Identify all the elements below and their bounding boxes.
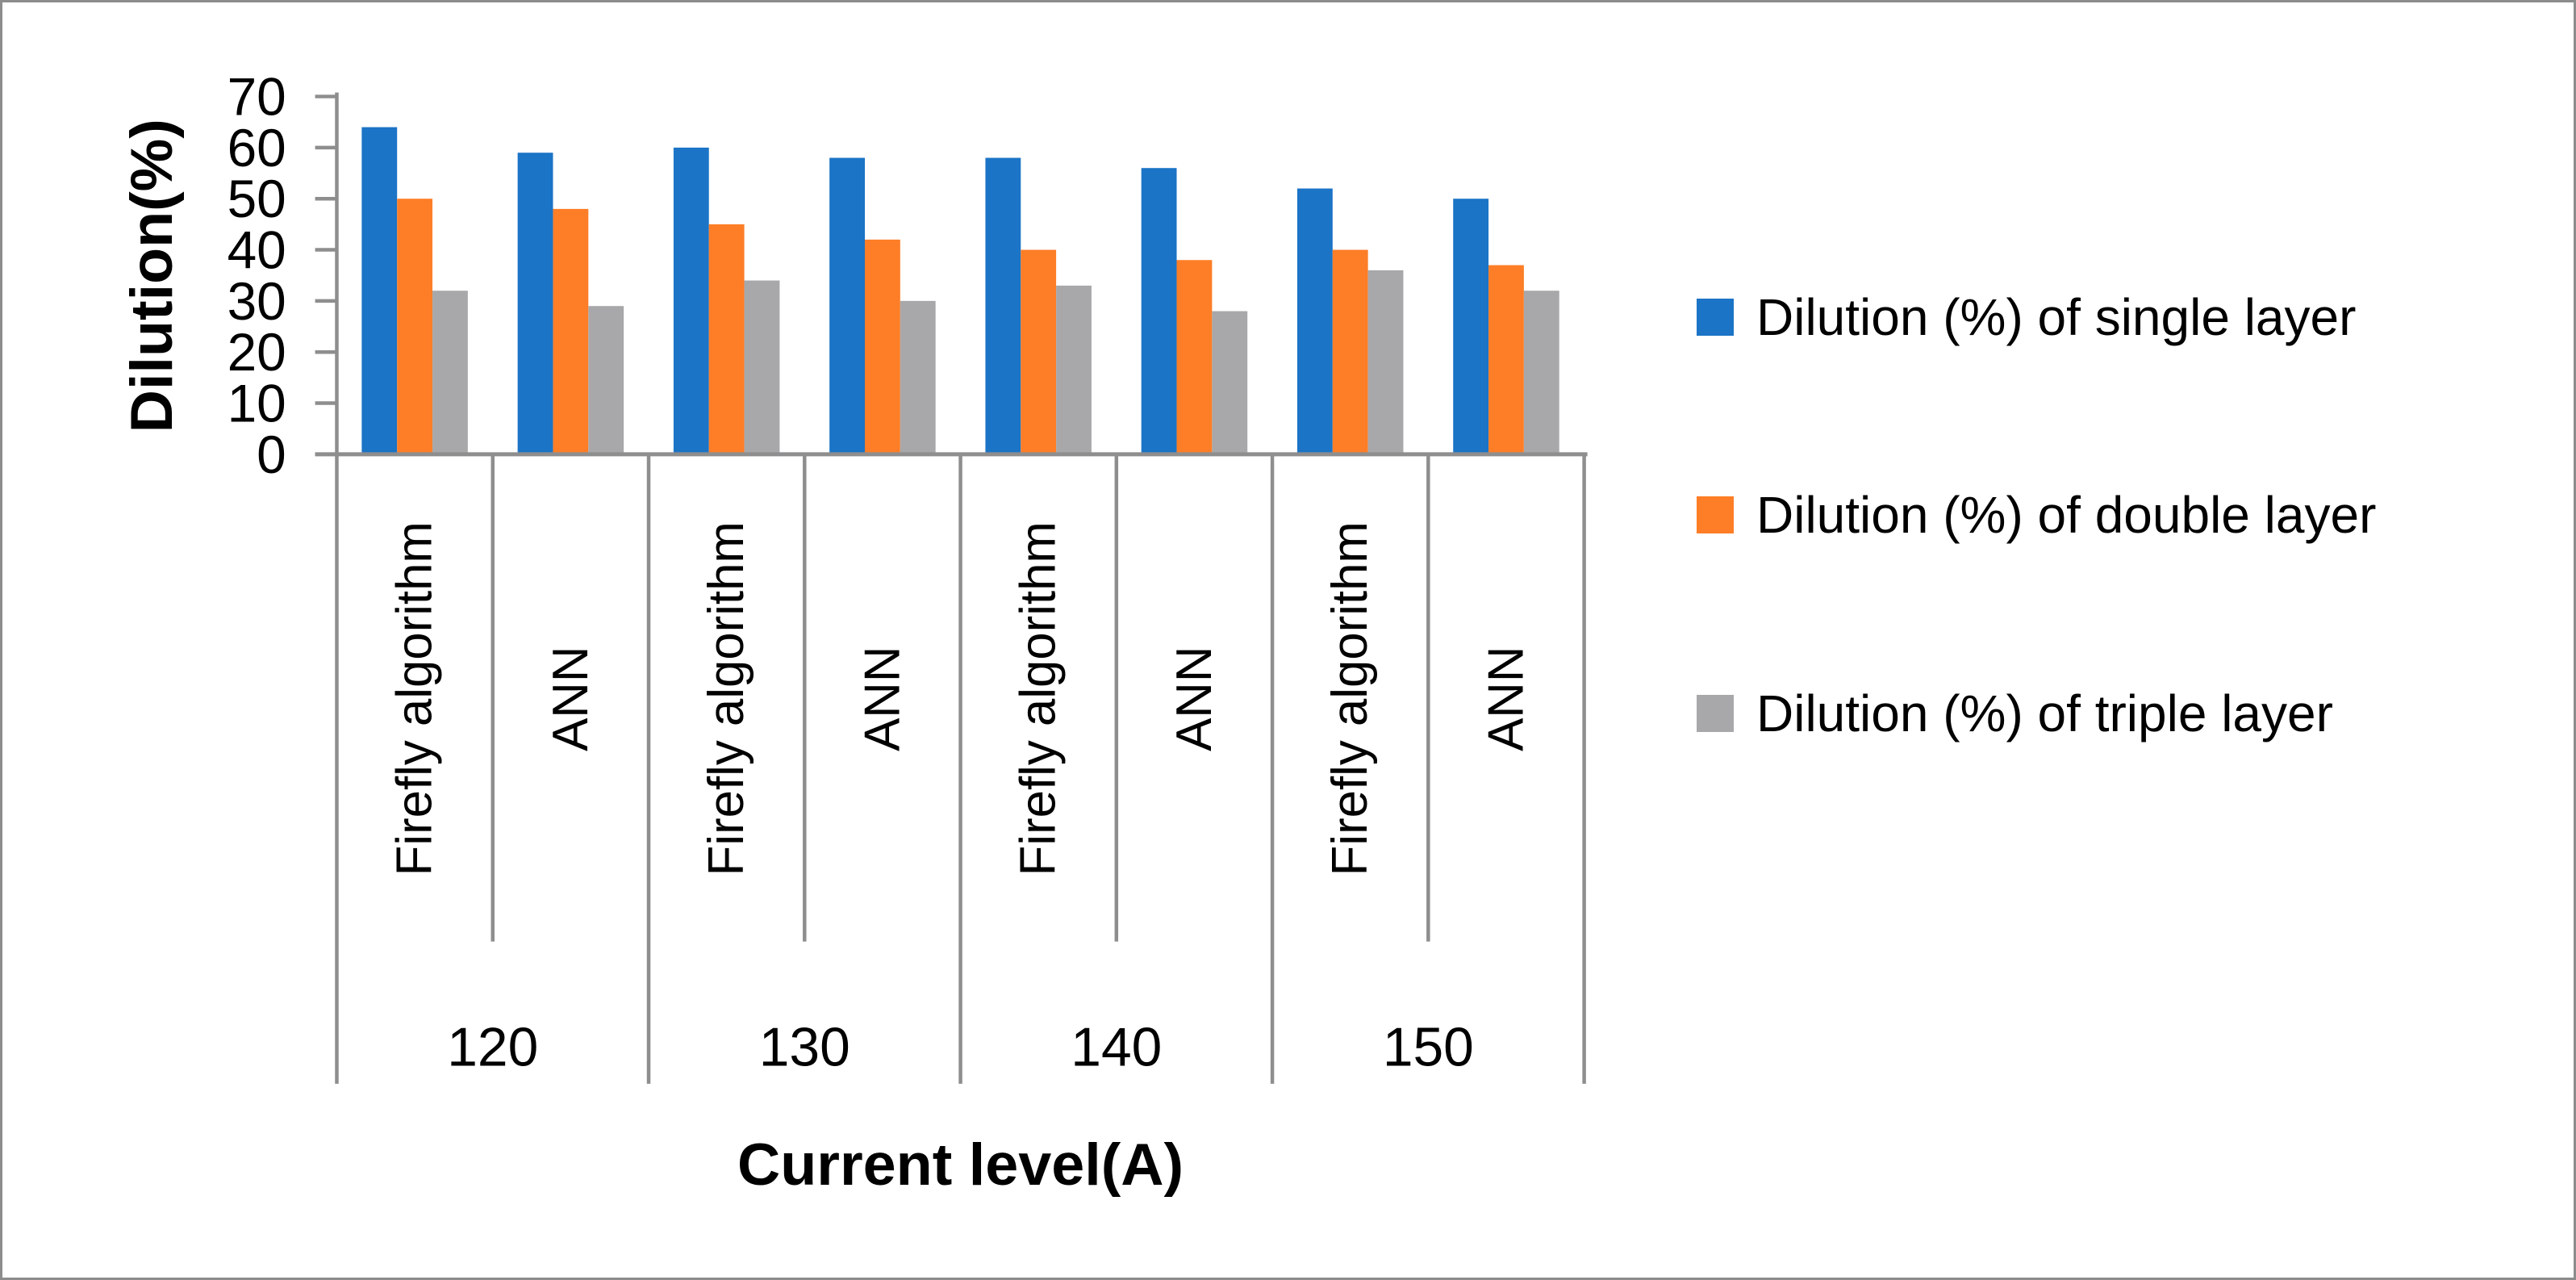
bar-series2-cell3 [900, 300, 936, 454]
y-tick-label-40: 40 [228, 220, 286, 280]
x-category-label: ANN [854, 646, 910, 751]
legend-label-single-layer: Dilution (%) of single layer [1756, 288, 2357, 346]
bar-series2-cell2 [744, 280, 780, 454]
y-tick-label-50: 50 [228, 169, 286, 228]
y-tick-label-70: 70 [228, 67, 286, 127]
x-group-label-140: 140 [1071, 1018, 1162, 1078]
bar-series1-cell6 [1332, 249, 1368, 454]
y-tick-label-60: 60 [228, 118, 286, 178]
bar-series0-cell2 [673, 147, 709, 454]
bar-series0-cell7 [1453, 199, 1489, 454]
legend-item-double-layer: Dilution (%) of double layer [1697, 478, 2376, 552]
bar-series2-cell1 [588, 306, 624, 454]
legend-label-double-layer: Dilution (%) of double layer [1756, 486, 2377, 544]
x-category-label: Firefly algorithm [699, 521, 754, 876]
legend-swatch-triple-layer-icon [1697, 695, 1734, 732]
x-group-label-120: 120 [447, 1018, 538, 1078]
bar-series2-cell6 [1367, 270, 1404, 454]
x-category-label: ANN [543, 646, 599, 751]
bar-series1-cell5 [1176, 260, 1213, 454]
x-category-label: Firefly algorithm [387, 521, 443, 876]
y-tick-label-30: 30 [228, 271, 286, 331]
legend-item-single-layer: Dilution (%) of single layer [1697, 280, 2356, 354]
bar-series0-cell5 [1141, 168, 1177, 454]
bar-series1-cell1 [553, 208, 589, 454]
y-axis-title: Dilution(%) [118, 119, 185, 433]
bar-series0-cell4 [985, 157, 1021, 454]
x-category-label: ANN [1478, 646, 1534, 751]
bar-series1-cell4 [1021, 249, 1057, 454]
x-axis-title: Current level(A) [737, 1131, 1184, 1198]
bar-series0-cell1 [517, 153, 553, 454]
bar-series0-cell0 [361, 127, 398, 454]
x-group-label-130: 130 [759, 1018, 850, 1078]
bar-series1-cell3 [864, 239, 900, 454]
x-category-label: Firefly algorithm [1011, 521, 1067, 876]
bar-series2-cell0 [432, 291, 468, 454]
bar-series2-cell4 [1056, 285, 1092, 454]
bar-series2-cell5 [1212, 311, 1248, 454]
x-group-label-150: 150 [1383, 1018, 1474, 1078]
bar-series1-cell7 [1488, 265, 1524, 454]
x-category-label: Firefly algorithm [1322, 521, 1378, 876]
legend-label-triple-layer: Dilution (%) of triple layer [1756, 684, 2333, 742]
y-tick-label-20: 20 [228, 322, 286, 382]
bar-series1-cell2 [708, 224, 745, 454]
bar-series0-cell6 [1296, 188, 1333, 454]
bar-series1-cell0 [397, 199, 433, 454]
y-tick-label-10: 10 [228, 374, 286, 433]
x-category-label: ANN [1167, 646, 1222, 751]
legend-swatch-single-layer-icon [1697, 299, 1734, 336]
y-tick-label-0: 0 [257, 425, 286, 484]
bar-series2-cell7 [1523, 291, 1559, 454]
bar-series0-cell3 [829, 157, 865, 454]
legend-item-triple-layer: Dilution (%) of triple layer [1697, 676, 2333, 751]
legend-swatch-double-layer-icon [1697, 496, 1734, 533]
